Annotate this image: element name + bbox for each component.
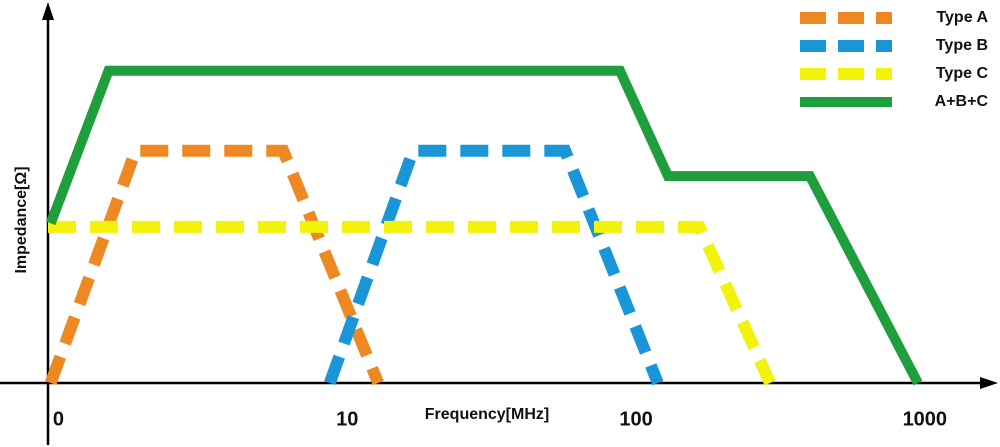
legend-label: Type A [936, 9, 988, 26]
series-line [48, 220, 776, 386]
x-tick-label: 10 [336, 408, 358, 430]
series-line [46, 65, 923, 386]
x-tick-label: 100 [619, 408, 652, 430]
x-axis-label: Frequency[MHz] [425, 406, 549, 423]
x-tick-label: 0 [53, 408, 64, 430]
legend-label: Type C [936, 65, 989, 82]
legend-label: A+B+C [935, 93, 989, 110]
y-axis-arrow [42, 2, 54, 20]
legend-label: Type B [936, 37, 988, 54]
series-line [45, 144, 384, 386]
y-axis-label: Impedance[Ω] [13, 166, 30, 273]
x-axis-arrow [980, 377, 998, 389]
x-tick-label: 1000 [903, 408, 948, 430]
series-line [324, 144, 664, 386]
